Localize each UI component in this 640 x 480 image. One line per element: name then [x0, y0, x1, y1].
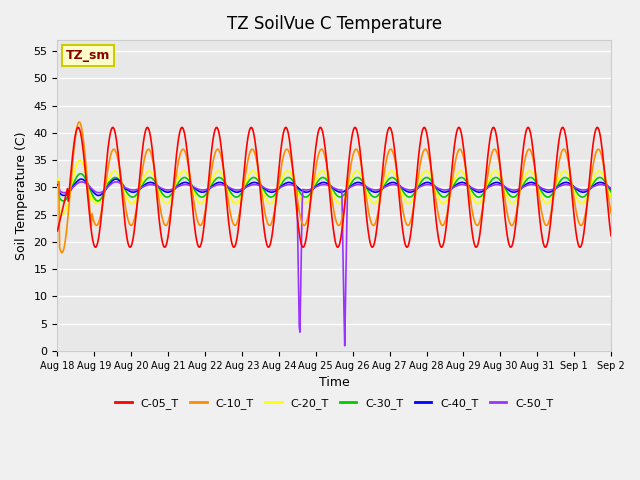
X-axis label: Time: Time — [319, 376, 349, 389]
Legend: C-05_T, C-10_T, C-20_T, C-30_T, C-40_T, C-50_T: C-05_T, C-10_T, C-20_T, C-30_T, C-40_T, … — [111, 394, 557, 414]
Title: TZ SoilVue C Temperature: TZ SoilVue C Temperature — [227, 15, 442, 33]
Text: TZ_sm: TZ_sm — [66, 49, 110, 62]
Y-axis label: Soil Temperature (C): Soil Temperature (C) — [15, 131, 28, 260]
